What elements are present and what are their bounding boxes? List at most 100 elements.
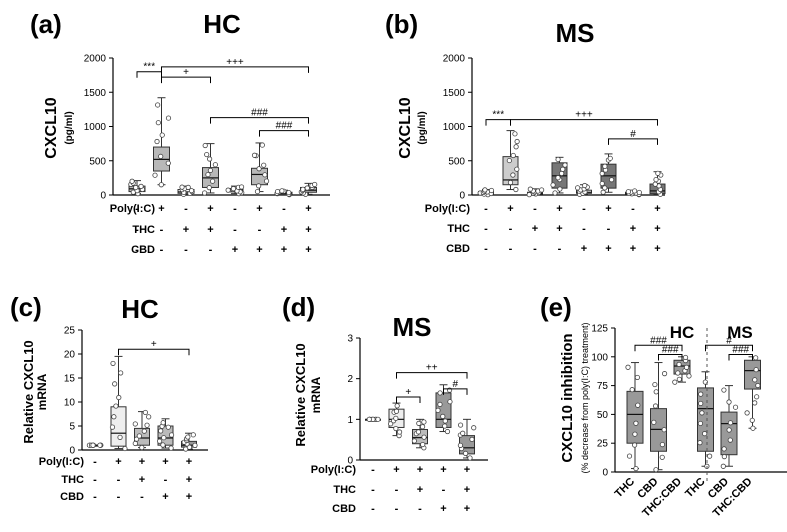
significance-bracket <box>210 117 309 124</box>
group-title: HC <box>670 323 695 342</box>
data-point <box>720 463 726 469</box>
data-point <box>421 419 427 425</box>
data-point <box>90 442 96 448</box>
y-axis-unit: (% decrease from poly(I:C) treatment) <box>580 322 590 473</box>
data-point <box>697 440 703 446</box>
data-point <box>457 442 464 448</box>
data-point <box>507 179 514 186</box>
significance-bracket <box>118 348 190 356</box>
category-label: THC <box>613 476 638 501</box>
data-point <box>602 185 608 191</box>
data-point <box>111 414 117 420</box>
data-point <box>653 467 659 473</box>
condition-sign: - <box>184 203 188 215</box>
data-point <box>752 377 758 383</box>
data-point <box>396 429 403 435</box>
y-tick-label: 5 <box>69 422 75 433</box>
data-point <box>117 434 123 440</box>
data-point <box>506 157 512 164</box>
data-point <box>488 187 495 194</box>
y-tick-label: 0 <box>347 456 353 467</box>
data-point <box>460 430 466 436</box>
panel-title: HC <box>121 294 159 324</box>
condition-sign: - <box>509 243 513 255</box>
data-point <box>632 442 638 448</box>
data-point <box>419 424 426 430</box>
data-point <box>204 151 210 158</box>
condition-sign: + <box>581 243 587 255</box>
data-point <box>513 186 519 193</box>
data-point <box>160 420 166 426</box>
panel-letter: (b) <box>385 9 418 39</box>
condition-sign: - <box>184 244 188 256</box>
y-tick-label: 1000 <box>84 122 107 133</box>
data-point <box>744 410 750 416</box>
significance-label: ### <box>732 344 749 355</box>
significance-label: # <box>726 335 732 346</box>
data-point <box>702 431 708 437</box>
data-point <box>513 144 519 150</box>
data-point <box>633 465 639 472</box>
y-tick-label: 2000 <box>443 54 466 65</box>
data-point <box>132 421 138 427</box>
condition-row-label: Poly(I:C) <box>39 456 85 468</box>
data-point <box>726 427 732 433</box>
y-axis-unit: mRNA <box>35 373 49 410</box>
y-tick-label: 2 <box>347 374 353 385</box>
data-point <box>230 186 237 192</box>
data-point <box>661 371 668 377</box>
y-tick-label: 500 <box>448 156 465 167</box>
data-point <box>550 182 556 188</box>
data-point <box>212 162 218 168</box>
y-tick-label: 1 <box>347 415 353 426</box>
condition-row-label: THC <box>61 474 84 486</box>
data-point <box>190 432 196 438</box>
condition-sign: - <box>582 223 586 235</box>
significance-label: + <box>183 67 189 78</box>
condition-sign: + <box>207 203 213 215</box>
significance-label: ### <box>276 121 293 132</box>
y-tick-label: 3 <box>347 334 353 345</box>
condition-sign: + <box>605 243 611 255</box>
data-point <box>206 185 212 191</box>
data-point <box>155 120 161 126</box>
data-point <box>659 454 665 460</box>
condition-sign: - <box>164 474 168 486</box>
data-point <box>388 421 394 427</box>
y-tick-label: 0 <box>69 446 75 457</box>
significance-bracket <box>396 372 468 379</box>
data-point <box>133 184 139 191</box>
y-tick-label: 15 <box>64 374 76 385</box>
data-point <box>286 189 292 196</box>
data-point <box>675 370 681 376</box>
condition-sign: + <box>305 244 311 256</box>
significance-label: ### <box>251 108 268 119</box>
significance-bracket <box>510 119 658 126</box>
data-point <box>582 182 588 189</box>
data-point <box>156 438 163 444</box>
data-point <box>755 382 761 389</box>
data-point <box>132 440 138 447</box>
data-point <box>393 408 400 414</box>
condition-sign: + <box>532 223 538 235</box>
data-point <box>634 374 640 381</box>
data-point <box>366 416 372 422</box>
significance-label: *** <box>492 110 504 121</box>
condition-sign: - <box>93 491 97 503</box>
data-point <box>482 187 488 193</box>
condition-sign: + <box>207 224 213 236</box>
condition-sign: + <box>186 491 192 503</box>
condition-sign: - <box>258 224 262 236</box>
data-point <box>750 425 756 431</box>
y-axis-label: Relative CXCL10 <box>293 343 308 446</box>
condition-sign: - <box>135 224 139 236</box>
significance-label: ### <box>650 335 667 346</box>
condition-sign: - <box>582 203 586 215</box>
condition-sign: + <box>139 474 145 486</box>
data-point <box>526 192 532 198</box>
significance-label: ### <box>662 344 679 355</box>
y-tick-label: 50 <box>597 410 609 421</box>
condition-sign: + <box>507 203 513 215</box>
data-point <box>440 413 446 419</box>
data-point <box>457 422 464 428</box>
